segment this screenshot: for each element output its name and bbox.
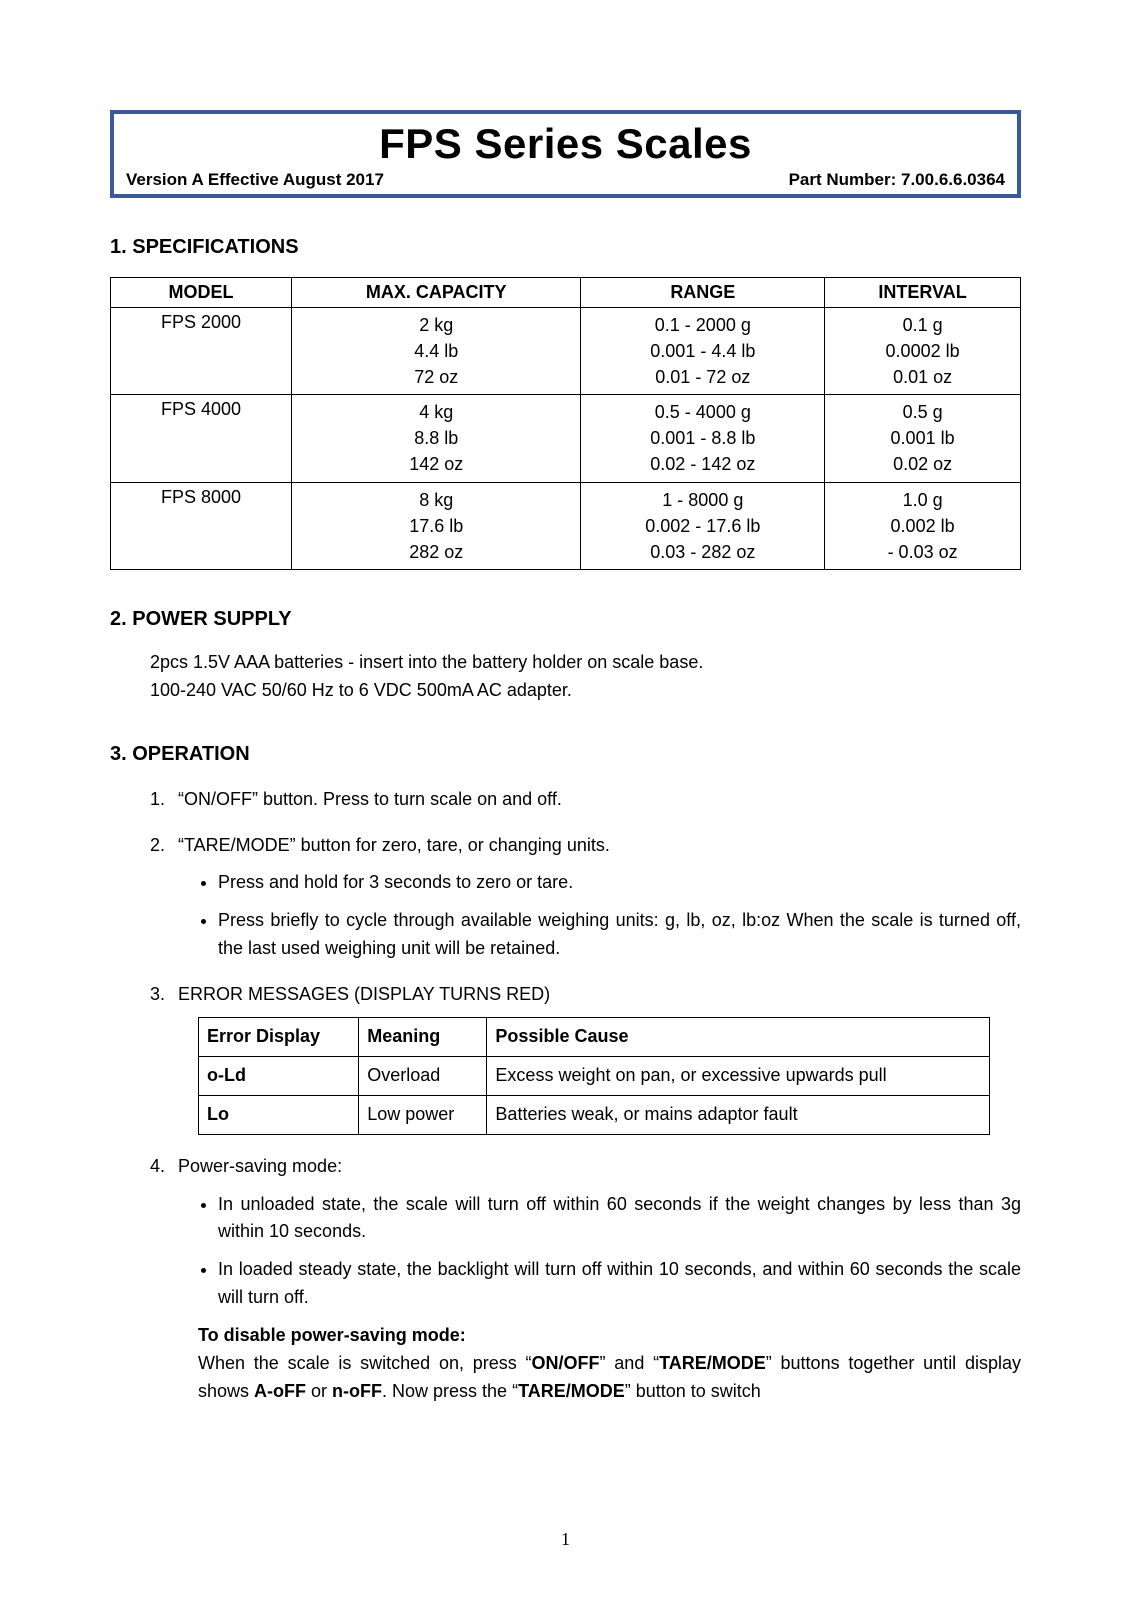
err-cell-display: Lo xyxy=(199,1095,359,1134)
spec-col-model: MODEL xyxy=(111,278,292,308)
section-operation: 3. OPERATION xyxy=(110,743,1021,766)
spec-col-capacity: MAX. CAPACITY xyxy=(291,278,581,308)
disable-b1: ON/OFF xyxy=(532,1353,600,1373)
disable-b3: A-oFF xyxy=(254,1381,306,1401)
spec-cell-model: FPS 8000 xyxy=(111,482,292,569)
spec-cell-model: FPS 4000 xyxy=(111,395,292,482)
op-item-4: Power-saving mode: In unloaded state, th… xyxy=(170,1153,1021,1406)
disable-block: To disable power-saving mode: When the s… xyxy=(198,1322,1021,1406)
op-item-2-text: “TARE/MODE” button for zero, tare, or ch… xyxy=(178,835,610,855)
op-item-4-sub2: In loaded steady state, the backlight wi… xyxy=(218,1256,1021,1312)
spec-cell: 0.1 g0.0002 lb0.01 oz xyxy=(825,308,1021,395)
spec-cell: 0.5 - 4000 g0.001 - 8.8 lb0.02 - 142 oz xyxy=(581,395,825,482)
disable-header: To disable power-saving mode: xyxy=(198,1322,1021,1350)
spec-row: FPS 20002 kg4.4 lb72 oz0.1 - 2000 g0.001… xyxy=(111,308,1021,395)
document-title: FPS Series Scales xyxy=(126,120,1005,168)
section-specifications: 1. SPECIFICATIONS xyxy=(110,236,1021,259)
spec-cell: 8 kg17.6 lb282 oz xyxy=(291,482,581,569)
header-meta: Version A Effective August 2017 Part Num… xyxy=(126,170,1005,190)
power-line2: 100-240 VAC 50/60 Hz to 6 VDC 500mA AC a… xyxy=(150,677,1021,705)
spec-cell: 2 kg4.4 lb72 oz xyxy=(291,308,581,395)
op-item-2-sub2: Press briefly to cycle through available… xyxy=(218,907,1021,963)
disable-b5: TARE/MODE xyxy=(518,1381,625,1401)
err-col-meaning: Meaning xyxy=(359,1017,487,1056)
version-text: Version A Effective August 2017 xyxy=(126,170,384,190)
err-cell-meaning: Low power xyxy=(359,1095,487,1134)
err-cell-meaning: Overload xyxy=(359,1056,487,1095)
power-text: 2pcs 1.5V AAA batteries - insert into th… xyxy=(150,649,1021,705)
disable-paragraph: When the scale is switched on, press “ON… xyxy=(198,1350,1021,1406)
spec-cell: 4 kg8.8 lb142 oz xyxy=(291,395,581,482)
spec-row: FPS 80008 kg17.6 lb282 oz1 - 8000 g0.002… xyxy=(111,482,1021,569)
op-item-4-sublist: In unloaded state, the scale will turn o… xyxy=(178,1191,1021,1313)
operation-list: “ON/OFF” button. Press to turn scale on … xyxy=(110,786,1021,1406)
spec-cell: 0.5 g0.001 lb0.02 oz xyxy=(825,395,1021,482)
err-cell-cause: Excess weight on pan, or excessive upwar… xyxy=(487,1056,990,1095)
spec-col-interval: INTERVAL xyxy=(825,278,1021,308)
disable-pre: When the scale is switched on, press “ xyxy=(198,1353,532,1373)
disable-mid1: ” and “ xyxy=(600,1353,660,1373)
document-page: FPS Series Scales Version A Effective Au… xyxy=(0,0,1131,1600)
spec-cell: 1.0 g0.002 lb- 0.03 oz xyxy=(825,482,1021,569)
err-cell-cause: Batteries weak, or mains adaptor fault xyxy=(487,1095,990,1134)
op-item-4-sub1: In unloaded state, the scale will turn o… xyxy=(218,1191,1021,1247)
op-item-4-text: Power-saving mode: xyxy=(178,1156,342,1176)
disable-b4: n-oFF xyxy=(332,1381,382,1401)
err-row: o-LdOverloadExcess weight on pan, or exc… xyxy=(199,1056,990,1095)
specifications-table: MODEL MAX. CAPACITY RANGE INTERVAL FPS 2… xyxy=(110,277,1021,570)
spec-cell-model: FPS 2000 xyxy=(111,308,292,395)
err-col-display: Error Display xyxy=(199,1017,359,1056)
err-cell-display: o-Ld xyxy=(199,1056,359,1095)
op-item-2-sub1: Press and hold for 3 seconds to zero or … xyxy=(218,869,1021,897)
spec-cell: 1 - 8000 g0.002 - 17.6 lb0.03 - 282 oz xyxy=(581,482,825,569)
title-box: FPS Series Scales Version A Effective Au… xyxy=(110,110,1021,198)
err-col-cause: Possible Cause xyxy=(487,1017,990,1056)
spec-row: FPS 40004 kg8.8 lb142 oz0.5 - 4000 g0.00… xyxy=(111,395,1021,482)
op-item-3: ERROR MESSAGES (DISPLAY TURNS RED) Error… xyxy=(170,981,1021,1135)
disable-or: or xyxy=(306,1381,332,1401)
spec-col-range: RANGE xyxy=(581,278,825,308)
disable-mid3: . Now press the “ xyxy=(382,1381,518,1401)
op-item-1: “ON/OFF” button. Press to turn scale on … xyxy=(170,786,1021,814)
section-power: 2. POWER SUPPLY xyxy=(110,608,1021,631)
page-number: 1 xyxy=(0,1529,1131,1550)
op-item-3-text: ERROR MESSAGES (DISPLAY TURNS RED) xyxy=(178,984,550,1004)
power-line1: 2pcs 1.5V AAA batteries - insert into th… xyxy=(150,649,1021,677)
part-number-text: Part Number: 7.00.6.6.0364 xyxy=(789,170,1005,190)
op-item-2-sublist: Press and hold for 3 seconds to zero or … xyxy=(178,869,1021,963)
error-table: Error Display Meaning Possible Cause o-L… xyxy=(198,1017,990,1135)
err-row: LoLow powerBatteries weak, or mains adap… xyxy=(199,1095,990,1134)
disable-end: ” button to switch xyxy=(625,1381,761,1401)
spec-cell: 0.1 - 2000 g0.001 - 4.4 lb0.01 - 72 oz xyxy=(581,308,825,395)
disable-b2: TARE/MODE xyxy=(659,1353,766,1373)
op-item-2: “TARE/MODE” button for zero, tare, or ch… xyxy=(170,832,1021,964)
